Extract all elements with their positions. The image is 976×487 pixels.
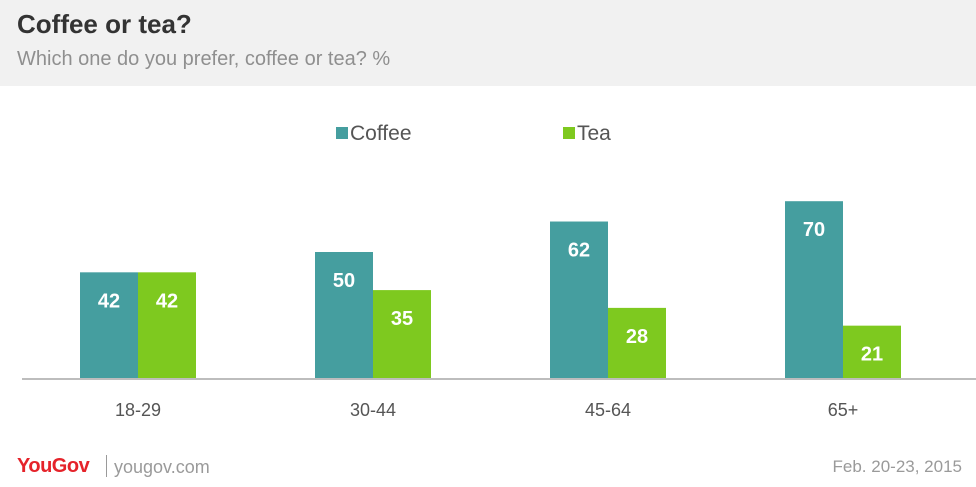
legend-label-tea: Tea xyxy=(577,122,611,145)
footer-divider xyxy=(106,455,107,477)
data-label-tea-30-44: 35 xyxy=(391,308,413,330)
bar-coffee-65+ xyxy=(785,201,843,379)
chart-subtitle: Which one do you prefer, coffee or tea? … xyxy=(17,48,391,70)
footer-date: Feb. 20-23, 2015 xyxy=(832,457,962,476)
bar-chart: Coffee Tea 42 42 18-29 50 35 30-44 62 28 45-64 70 21… xyxy=(22,122,976,420)
legend-label-coffee: Coffee xyxy=(350,122,412,145)
bar-coffee-45-64 xyxy=(550,221,608,379)
footer-website: yougov.com xyxy=(114,457,210,477)
bar-coffee-30-44 xyxy=(315,252,373,379)
data-label-tea-18-29: 42 xyxy=(156,290,178,312)
bar-tea-65+ xyxy=(843,325,901,379)
x-tick-label-65+: 65+ xyxy=(828,400,859,420)
data-label-coffee-45-64: 62 xyxy=(568,240,590,262)
legend-swatch-tea xyxy=(563,127,575,139)
chart-title: Coffee or tea? xyxy=(17,9,192,39)
data-label-coffee-18-29: 42 xyxy=(98,290,120,312)
legend-swatch-coffee xyxy=(336,127,348,139)
chart-header: Coffee or tea? Which one do you prefer, … xyxy=(0,0,976,86)
data-label-tea-45-64: 28 xyxy=(626,326,648,348)
bar-tea-45-64 xyxy=(608,307,666,379)
x-tick-label-18-29: 18-29 xyxy=(115,400,161,420)
x-tick-label-45-64: 45-64 xyxy=(585,400,631,420)
data-label-tea-65+: 21 xyxy=(861,344,883,366)
x-tick-label-30-44: 30-44 xyxy=(350,400,396,420)
bar-tea-18-29 xyxy=(138,272,196,379)
data-label-coffee-65+: 70 xyxy=(803,219,825,241)
yougov-logo: YouGov xyxy=(17,455,90,477)
bar-tea-30-44 xyxy=(373,290,431,379)
bar-coffee-18-29 xyxy=(80,272,138,379)
data-label-coffee-30-44: 50 xyxy=(333,270,355,292)
